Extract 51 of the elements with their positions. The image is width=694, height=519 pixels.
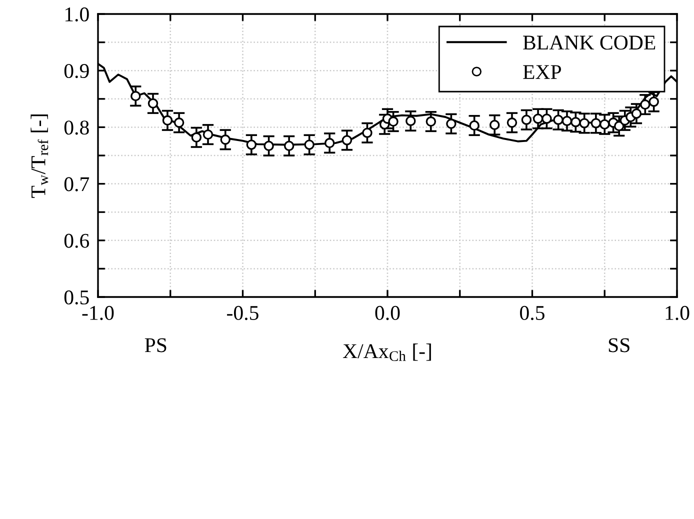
point xyxy=(631,108,642,119)
point xyxy=(202,129,214,140)
x-axis-title: X/Ax$_{Ch}$ [-] xyxy=(342,344,431,362)
x-tick-label: -0.5 xyxy=(227,306,258,320)
y-tick-label: 0.9 xyxy=(64,64,89,78)
y-tick-label: 0.8 xyxy=(64,120,89,135)
point xyxy=(562,116,572,126)
point xyxy=(614,120,624,132)
point xyxy=(542,114,552,124)
point xyxy=(284,140,294,151)
y-tick-label: 1.0 xyxy=(65,7,89,22)
x-tick-label: 1.0 xyxy=(666,306,690,320)
y-tick-label: 0.7 xyxy=(64,177,90,192)
point xyxy=(220,134,230,145)
x-tick-label: 0.5 xyxy=(520,306,544,320)
point xyxy=(553,114,564,125)
point xyxy=(162,115,173,126)
point xyxy=(148,98,158,109)
point xyxy=(174,118,184,128)
x-tick-label: 0.0 xyxy=(375,306,400,320)
point xyxy=(532,114,544,124)
point xyxy=(570,116,581,128)
point xyxy=(590,118,602,128)
point xyxy=(506,118,518,128)
y-axis-title: T$_{w}$/T$_{ref}$ [-] xyxy=(30,114,48,198)
x-tick-label: -1.0 xyxy=(82,306,114,320)
point xyxy=(600,119,610,130)
point xyxy=(648,96,659,107)
point xyxy=(362,128,372,138)
y-tick-label: 0.6 xyxy=(64,234,90,248)
point xyxy=(469,120,480,131)
point xyxy=(342,135,352,146)
legend-label: BLANK CODE xyxy=(523,36,656,50)
text: PS xyxy=(144,338,166,352)
point xyxy=(388,116,398,127)
text: SS xyxy=(608,338,630,352)
point xyxy=(246,140,257,150)
point xyxy=(640,99,650,110)
point xyxy=(264,140,274,151)
point xyxy=(130,90,141,102)
point xyxy=(324,138,335,148)
point xyxy=(446,118,456,129)
point xyxy=(426,116,436,127)
point xyxy=(521,114,532,125)
point xyxy=(304,140,314,150)
legend-label: EXP xyxy=(523,65,562,79)
y-tick-label: 0.5 xyxy=(64,290,89,305)
point xyxy=(191,132,202,143)
point xyxy=(579,118,590,128)
point xyxy=(406,116,416,126)
point xyxy=(490,120,500,130)
